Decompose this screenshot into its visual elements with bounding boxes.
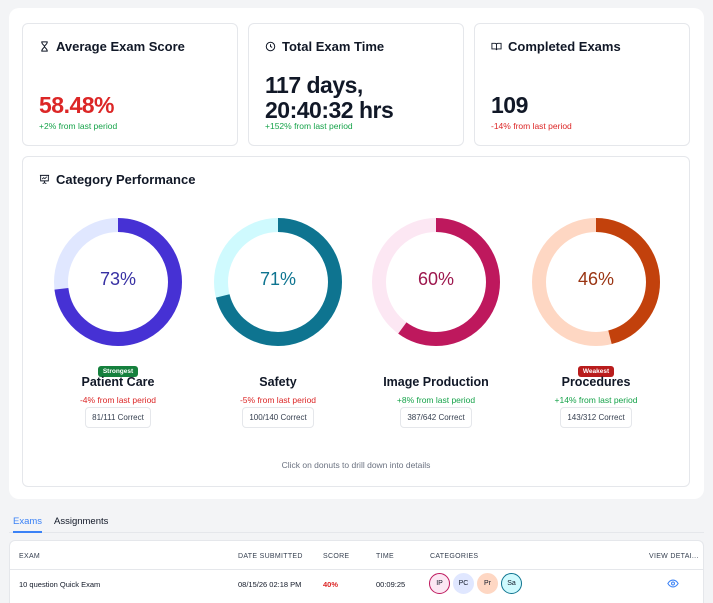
- average-score-card: Average Exam Score 58.48% +2% from last …: [22, 23, 238, 146]
- row-date: 08/15/26 02:18 PM: [238, 580, 302, 589]
- total-time-value-days: 117 days,: [265, 72, 363, 98]
- correct-count: 100/140 Correct: [242, 407, 314, 428]
- donut-chart[interactable]: [213, 217, 343, 347]
- tab-assignments[interactable]: Assignments: [54, 516, 109, 527]
- donut-percent: 73%: [99, 269, 137, 289]
- donut-arc: [214, 218, 342, 346]
- total-time-value-hours: 20:40:32 hrs: [265, 97, 394, 123]
- hourglass-icon: [41, 41, 48, 52]
- donut-percent: 71%: [259, 269, 297, 289]
- correct-count: 387/642 Correct: [400, 407, 472, 428]
- card-title: Average Exam Score: [56, 39, 185, 54]
- row-score: 40%: [323, 580, 339, 589]
- strongest-badge: Strongest: [97, 366, 139, 377]
- category-chip-pc[interactable]: PC: [453, 573, 474, 594]
- donut-arc: [372, 218, 500, 346]
- header-date-submitted[interactable]: DATE SUBMITTED: [238, 553, 303, 560]
- book-icon: [491, 42, 502, 51]
- category-chip-sa[interactable]: Sa: [501, 573, 522, 594]
- category-chip-pr[interactable]: Pr: [477, 573, 498, 594]
- category-name: Image Production: [383, 375, 489, 389]
- header-categories[interactable]: CATEGORIES: [430, 553, 479, 560]
- average-score-delta: +2% from last period: [39, 121, 118, 131]
- card-title: Total Exam Time: [282, 39, 385, 54]
- weakest-badge: Weakest: [577, 366, 615, 377]
- donut-arc: [532, 218, 660, 346]
- category-chip-ip[interactable]: IP: [429, 573, 450, 594]
- clock-icon: [265, 41, 276, 52]
- header-time[interactable]: TIME: [376, 553, 394, 560]
- donut-arc: [54, 218, 182, 346]
- tab-exams[interactable]: Exams: [13, 516, 43, 533]
- category-delta: -5% from last period: [239, 395, 317, 405]
- drill-down-hint: Click on donuts to drill down into detai…: [281, 460, 431, 470]
- row-time: 00:09:25: [376, 580, 406, 589]
- total-time-card: Total Exam Time 117 days, 20:40:32 hrs +…: [248, 23, 464, 146]
- correct-count: 143/312 Correct: [560, 407, 632, 428]
- card-title: Completed Exams: [508, 39, 621, 54]
- category-delta: +8% from last period: [396, 395, 476, 405]
- header-view-details[interactable]: VIEW DETAI...: [649, 553, 699, 560]
- presentation-icon: [39, 174, 50, 185]
- eye-icon[interactable]: [667, 579, 679, 588]
- tab-bar: Exams Assignments: [9, 516, 704, 533]
- row-exam-name[interactable]: 10 question Quick Exam: [19, 580, 101, 589]
- header-exam[interactable]: EXAM: [19, 553, 41, 560]
- dashboard-panel: Average Exam Score 58.48% +2% from last …: [9, 8, 704, 499]
- category-name: Procedures: [561, 375, 631, 389]
- donut-percent: 60%: [417, 269, 455, 289]
- donut-chart[interactable]: [371, 217, 501, 347]
- exams-table: EXAM DATE SUBMITTED SCORE TIME CATEGORIE…: [9, 540, 704, 603]
- category-delta: -4% from last period: [79, 395, 157, 405]
- total-time-delta: +152% from last period: [265, 121, 353, 131]
- donut-chart[interactable]: [53, 217, 183, 347]
- completed-exams-value: 109: [491, 92, 528, 118]
- header-score[interactable]: SCORE: [323, 553, 350, 560]
- completed-exams-card: Completed Exams 109 -14% from last perio…: [474, 23, 690, 146]
- category-performance-card: Category Performance 73% Strongest Patient…: [22, 156, 690, 487]
- average-score-value: 58.48%: [39, 92, 115, 118]
- donut-chart[interactable]: [531, 217, 661, 347]
- donut-percent: 46%: [577, 269, 615, 289]
- category-performance-title: Category Performance: [56, 172, 196, 187]
- completed-exams-delta: -14% from last period: [491, 121, 572, 131]
- category-name: Patient Care: [81, 375, 155, 389]
- correct-count: 81/111 Correct: [85, 407, 151, 428]
- category-delta: +14% from last period: [554, 395, 638, 405]
- category-name: Safety: [259, 375, 297, 389]
